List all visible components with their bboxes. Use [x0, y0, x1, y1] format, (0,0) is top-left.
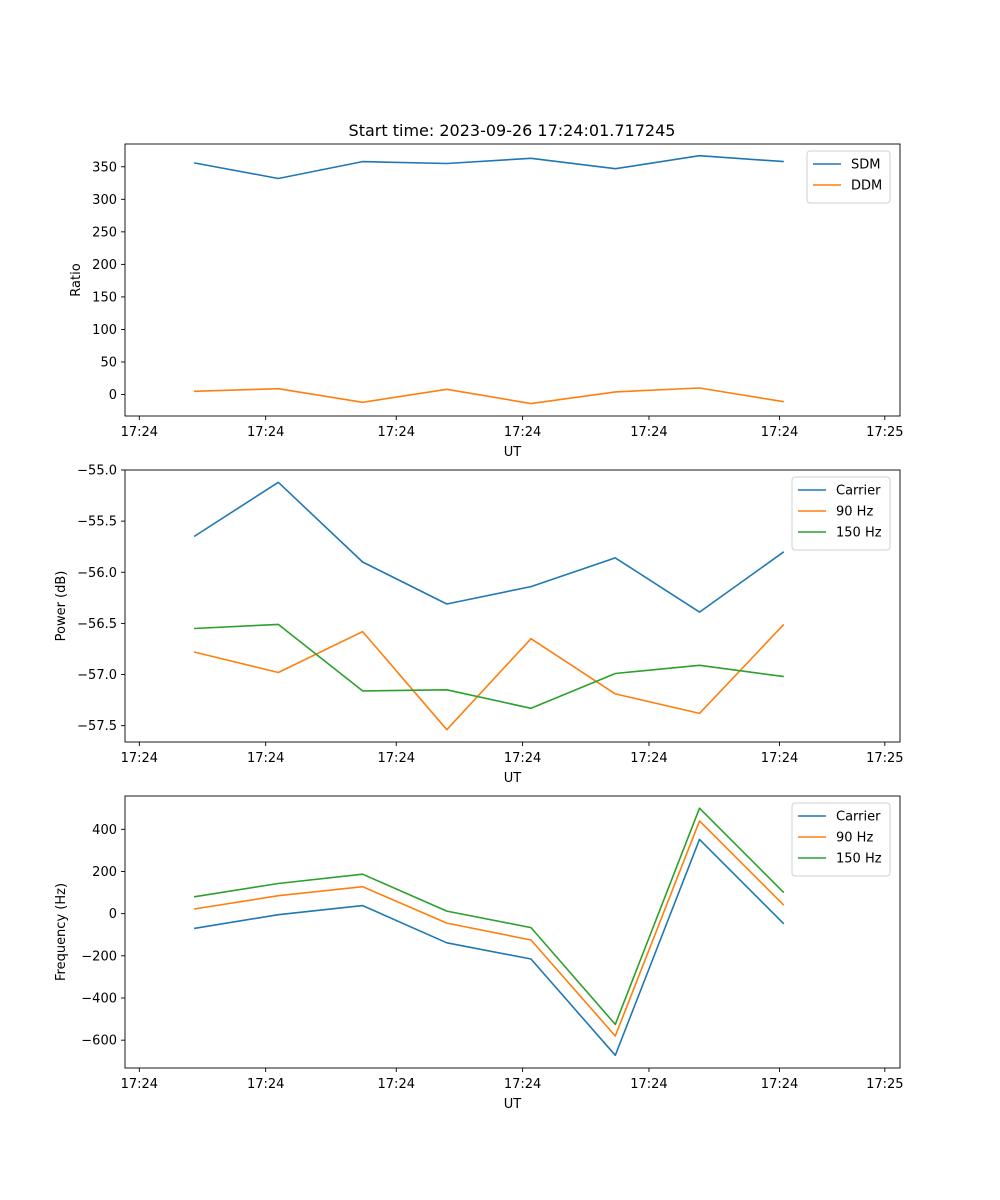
x-tick-label: 17:24 — [121, 751, 158, 766]
subplot-2: 17:24 17:24 17:24 17:24 17:24 17:24 17:25 −57.5… — [54, 464, 904, 787]
x-tick-label: 17:25 — [866, 1077, 903, 1092]
legend: SDM DDM — [806, 150, 891, 204]
series-line-sdm — [193, 154, 784, 180]
x-axis-label: UT — [504, 445, 522, 460]
y-tick-label: 0 — [109, 907, 117, 922]
legend-entry-label: DDM — [851, 179, 882, 194]
legend-entry-label: 90 Hz — [836, 831, 873, 846]
x-tick-label: 17:24 — [378, 425, 415, 440]
y-tick-label: −600 — [81, 1034, 117, 1049]
x-tick-label: 17:24 — [504, 1077, 541, 1092]
y-tick-label: −56.0 — [77, 566, 117, 581]
legend-entry-label: 150 Hz — [836, 526, 882, 541]
legend: Carrier 90 Hz 150 Hz — [791, 802, 891, 877]
y-tick-label: 400 — [92, 823, 117, 838]
y-tick-label: −55.5 — [77, 515, 117, 530]
y-tick-label: 50 — [100, 355, 117, 370]
x-tick-label: 17:24 — [761, 751, 798, 766]
axes-frame — [124, 143, 901, 417]
x-tick-label: 17:25 — [866, 425, 903, 440]
y-tick-label: 350 — [92, 160, 117, 175]
series-line-90-hz — [193, 820, 785, 1037]
x-tick-label: 17:24 — [247, 1077, 284, 1092]
series-line-ddm — [194, 387, 784, 405]
y-tick-label: 0 — [109, 388, 117, 403]
x-tick-label: 17:25 — [866, 751, 903, 766]
series-line-carrier — [193, 481, 785, 613]
x-tick-label: 17:24 — [630, 1077, 667, 1092]
axes-frame — [124, 469, 901, 743]
y-tick-label: 100 — [92, 323, 117, 338]
x-tick-label: 17:24 — [378, 1077, 415, 1092]
y-tick-label: 250 — [92, 225, 117, 240]
y-axis-label: Power (dB) — [54, 571, 69, 642]
series-line-90-hz — [193, 623, 785, 731]
x-axis-label: UT — [504, 1097, 522, 1112]
legend: Carrier 90 Hz 150 Hz — [791, 476, 891, 551]
x-tick-label: 17:24 — [504, 425, 541, 440]
x-axis-label: UT — [504, 771, 522, 786]
chart-title: Start time: 2023-09-26 17:24:01.717245 — [349, 121, 676, 140]
axes-frame — [124, 795, 901, 1069]
y-tick-label: −55.0 — [77, 464, 117, 479]
x-tick-label: 17:24 — [121, 1077, 158, 1092]
y-tick-label: 200 — [92, 865, 117, 880]
plots: 17:24 17:24 17:24 17:24 17:24 17:24 17:25 0 50 10… — [54, 143, 904, 1112]
y-tick-label: −400 — [81, 991, 117, 1006]
y-tick-label: 150 — [92, 290, 117, 305]
legend-entry-label: Carrier — [836, 810, 881, 825]
x-tick-label: 17:24 — [630, 425, 667, 440]
x-tick-label: 17:24 — [247, 751, 284, 766]
y-axis-label: Frequency (Hz) — [54, 883, 69, 981]
x-tick-label: 17:24 — [630, 751, 667, 766]
x-tick-label: 17:24 — [121, 425, 158, 440]
subplot-1: 17:24 17:24 17:24 17:24 17:24 17:24 17:25 0 50 10… — [69, 143, 904, 460]
series-line-150-hz — [193, 807, 785, 1026]
y-axis-label: Ratio — [69, 263, 84, 296]
series-line-150-hz — [194, 623, 784, 710]
legend-entry-label: 150 Hz — [836, 852, 882, 867]
series-line-carrier — [193, 838, 785, 1057]
y-tick-label: 200 — [92, 258, 117, 273]
subplot-3: 17:24 17:24 17:24 17:24 17:24 17:24 17:25 −600 −… — [54, 795, 904, 1112]
x-tick-label: 17:24 — [378, 751, 415, 766]
x-tick-label: 17:24 — [761, 1077, 798, 1092]
x-tick-label: 17:24 — [247, 425, 284, 440]
y-tick-label: −56.5 — [77, 617, 117, 632]
y-tick-label: −57.0 — [77, 668, 117, 683]
x-tick-label: 17:24 — [761, 425, 798, 440]
legend-entry-label: 90 Hz — [836, 505, 873, 520]
legend-entry-label: SDM — [851, 158, 880, 173]
y-tick-label: −200 — [81, 949, 117, 964]
legend-entry-label: Carrier — [836, 484, 881, 499]
y-tick-label: −57.5 — [77, 719, 117, 734]
y-tick-label: 300 — [92, 193, 117, 208]
x-tick-label: 17:24 — [504, 751, 541, 766]
